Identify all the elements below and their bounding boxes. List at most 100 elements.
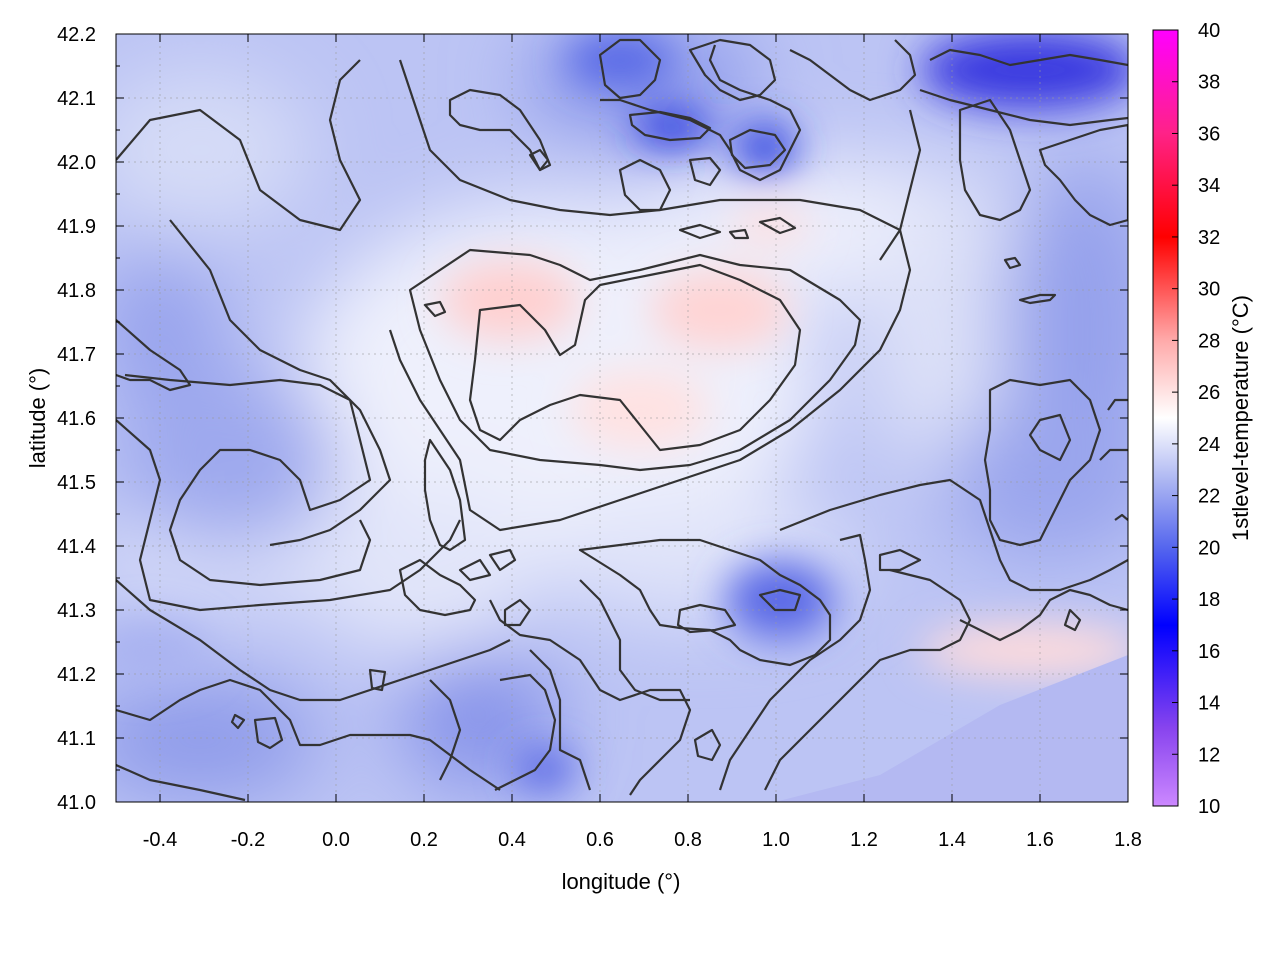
contour-line bbox=[116, 419, 461, 612]
colorbar-tick-label: 34 bbox=[1198, 175, 1220, 197]
x-tick-label: 1.6 bbox=[1026, 829, 1054, 851]
colorbar-tick-label: 28 bbox=[1198, 330, 1220, 352]
contour-line bbox=[789, 39, 917, 102]
x-tick-label: -0.4 bbox=[143, 829, 177, 851]
colorbar-tick-label: 12 bbox=[1198, 744, 1220, 766]
contour-line bbox=[779, 478, 1128, 592]
contour-line bbox=[693, 728, 722, 762]
contour-line bbox=[598, 38, 662, 100]
colorbar-tick-label: 40 bbox=[1198, 20, 1220, 42]
contour-line bbox=[1028, 413, 1072, 462]
contour-line bbox=[578, 538, 832, 667]
contour-line bbox=[116, 763, 246, 802]
x-tick-label: -0.2 bbox=[231, 829, 265, 851]
contour-line bbox=[1099, 448, 1128, 461]
contour-line bbox=[468, 263, 802, 452]
colorbar-tick-label: 14 bbox=[1198, 693, 1220, 715]
contour-line bbox=[423, 438, 467, 552]
contour-line bbox=[1063, 608, 1082, 632]
contour-line bbox=[230, 713, 246, 730]
colorbar-tick-label: 24 bbox=[1198, 434, 1220, 456]
contour-line bbox=[116, 678, 501, 791]
y-tick-label: 41.2 bbox=[57, 664, 96, 686]
x-tick-label: 0.0 bbox=[322, 829, 350, 851]
contour-line bbox=[758, 588, 802, 612]
colorbar-tick-label: 36 bbox=[1198, 123, 1220, 145]
contour-line bbox=[688, 38, 777, 102]
contour-line bbox=[929, 48, 1128, 67]
contour-line bbox=[758, 216, 797, 235]
contour-line bbox=[368, 668, 387, 692]
contour-line bbox=[408, 248, 862, 472]
y-tick-label: 42.0 bbox=[57, 152, 96, 174]
y-tick-label: 41.7 bbox=[57, 344, 96, 366]
y-tick-label: 41.1 bbox=[57, 728, 96, 750]
x-tick-label: 1.0 bbox=[762, 829, 790, 851]
colorbar-title: 1stlevel-temperature (°C) bbox=[1228, 295, 1253, 541]
x-tick-label: 1.2 bbox=[850, 829, 878, 851]
y-axis-title: latitude (°) bbox=[25, 368, 50, 469]
contour-line bbox=[983, 378, 1102, 547]
y-tick-label: 41.8 bbox=[57, 280, 96, 302]
contour-line bbox=[678, 223, 722, 240]
x-tick-label: 0.4 bbox=[498, 829, 526, 851]
contour-line bbox=[1107, 398, 1128, 411]
contour-line bbox=[398, 558, 477, 617]
contour-line bbox=[169, 219, 392, 547]
contour-line bbox=[958, 98, 1032, 222]
contour-line bbox=[489, 599, 692, 796]
colorbar-gradient bbox=[1152, 29, 1179, 807]
contour-line bbox=[728, 128, 787, 170]
colorbar-tick-label: 16 bbox=[1198, 641, 1220, 663]
contour-lines bbox=[116, 38, 1128, 802]
contour-line bbox=[458, 558, 492, 582]
contour-line bbox=[116, 579, 511, 702]
contour-line bbox=[253, 716, 284, 750]
contour-line bbox=[676, 603, 737, 634]
contour-line bbox=[1018, 293, 1057, 305]
contour-line bbox=[116, 59, 362, 232]
contour-line bbox=[919, 88, 1128, 127]
contour-line bbox=[728, 228, 750, 240]
colorbar-tick-label: 18 bbox=[1198, 589, 1220, 611]
contour-line bbox=[959, 588, 1128, 642]
x-axis-title: longitude (°) bbox=[562, 869, 681, 894]
contour-line bbox=[388, 59, 912, 532]
y-tick-label: 41.5 bbox=[57, 472, 96, 494]
contour-line bbox=[718, 533, 872, 791]
y-tick-label: 41.4 bbox=[57, 536, 96, 558]
colorbar: 10 12 14 16 18 20 22 24 26 28 30 32 34 36 38 40 1stleve… bbox=[1152, 20, 1253, 818]
contour-line bbox=[1038, 123, 1128, 227]
contour-line bbox=[600, 44, 802, 182]
colorbar-tick-label: 32 bbox=[1198, 227, 1220, 249]
contour-line bbox=[879, 109, 922, 261]
contour-line bbox=[488, 548, 517, 572]
y-tick-label: 41.3 bbox=[57, 600, 96, 622]
y-axis: 41.0 41.1 41.2 41.3 41.4 41.5 41.6 41.7 41.8 41.9… bbox=[57, 24, 1128, 814]
y-tick-label: 41.9 bbox=[57, 216, 96, 238]
y-tick-label: 42.1 bbox=[57, 88, 96, 110]
x-axis: -0.4 -0.2 0.0 0.2 0.4 0.6 0.8 1.0 1.2 1.4 1.6 1.8 bbox=[143, 34, 1142, 851]
contour-line bbox=[116, 319, 192, 392]
contour-line bbox=[423, 300, 447, 318]
colorbar-tick-label: 10 bbox=[1198, 796, 1220, 818]
contour-line bbox=[529, 649, 592, 791]
x-tick-label: 1.8 bbox=[1114, 829, 1142, 851]
y-tick-label: 41.0 bbox=[57, 792, 96, 814]
contour-line bbox=[528, 148, 550, 172]
contour-line bbox=[579, 579, 690, 702]
x-tick-label: 0.6 bbox=[586, 829, 614, 851]
x-tick-label: 1.4 bbox=[938, 829, 966, 851]
colorbar-ticks: 10 12 14 16 18 20 22 24 26 28 30 32 34 36 38 40 bbox=[1172, 20, 1220, 818]
colorbar-tick-label: 22 bbox=[1198, 486, 1220, 508]
y-tick-label: 41.6 bbox=[57, 408, 96, 430]
contour-line bbox=[1003, 256, 1022, 270]
colorbar-tick-label: 30 bbox=[1198, 279, 1220, 301]
y-tick-label: 42.2 bbox=[57, 24, 96, 46]
x-tick-label: 0.8 bbox=[674, 829, 702, 851]
colorbar-tick-label: 26 bbox=[1198, 382, 1220, 404]
colorbar-tick-label: 38 bbox=[1198, 72, 1220, 94]
x-tick-label: 0.2 bbox=[410, 829, 438, 851]
contour-line bbox=[688, 156, 722, 187]
